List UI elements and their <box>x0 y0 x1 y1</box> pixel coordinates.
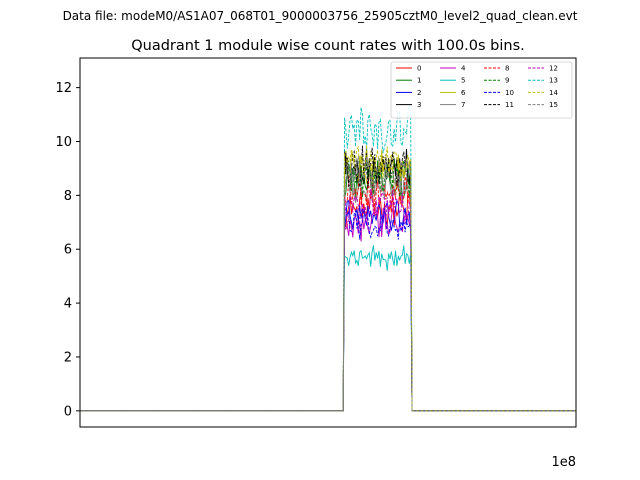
legend-entry: 13 <box>549 77 558 85</box>
legend-entry: 8 <box>505 65 509 73</box>
series-line-11 <box>80 145 576 412</box>
chart-suptitle: Data file: modeM0/AS1A07_068T01_90000037… <box>63 9 578 23</box>
series-line-10 <box>80 207 576 412</box>
legend-entry: 14 <box>549 89 558 97</box>
y-axis: 0 2 4 6 8 10 12 <box>55 81 80 419</box>
series-line-7 <box>80 167 576 412</box>
legend-entry: 12 <box>549 65 558 73</box>
series-line-1 <box>80 158 576 412</box>
series-line-15 <box>80 155 576 412</box>
legend-entry: 7 <box>461 101 465 109</box>
series-line-8 <box>80 173 576 412</box>
series-layer <box>80 104 576 412</box>
series-line-3 <box>80 148 576 412</box>
y-tick-label: 2 <box>64 350 72 365</box>
y-tick-label: 4 <box>64 297 72 312</box>
y-tick-label: 8 <box>64 189 72 204</box>
y-tick-label: 10 <box>55 135 72 150</box>
legend-entry: 15 <box>549 101 558 109</box>
legend-entry: 3 <box>417 101 421 109</box>
legend-entry: 10 <box>505 89 514 97</box>
series-line-5 <box>80 245 576 412</box>
series-line-0 <box>80 189 576 412</box>
x-axis: 3.32283.32293.32303.32313.3232 <box>0 427 640 449</box>
legend-entry: 5 <box>461 77 465 85</box>
legend-entry: 0 <box>417 65 421 73</box>
legend-entry: 1 <box>417 77 421 85</box>
series-line-13 <box>80 104 576 412</box>
series-line-9 <box>80 158 576 412</box>
legend-entry: 11 <box>505 101 514 109</box>
legend-entry: 6 <box>461 89 466 97</box>
y-tick-label: 0 <box>64 404 72 419</box>
legend-box <box>390 61 573 119</box>
plot-frame <box>79 57 577 428</box>
x-offset-label: 1e8 <box>551 455 576 470</box>
series-line-6 <box>80 149 576 412</box>
legend-entry: 2 <box>417 89 421 97</box>
series-line-14 <box>80 145 576 412</box>
series-line-4 <box>80 207 576 412</box>
legend-entry: 9 <box>505 77 509 85</box>
y-tick-label: 12 <box>55 81 72 96</box>
series-line-2 <box>80 198 576 412</box>
chart-title: Quadrant 1 module wise count rates with … <box>131 38 525 54</box>
legend-entry: 4 <box>461 65 466 73</box>
y-tick-label: 6 <box>64 243 72 258</box>
series-line-12 <box>80 188 576 412</box>
